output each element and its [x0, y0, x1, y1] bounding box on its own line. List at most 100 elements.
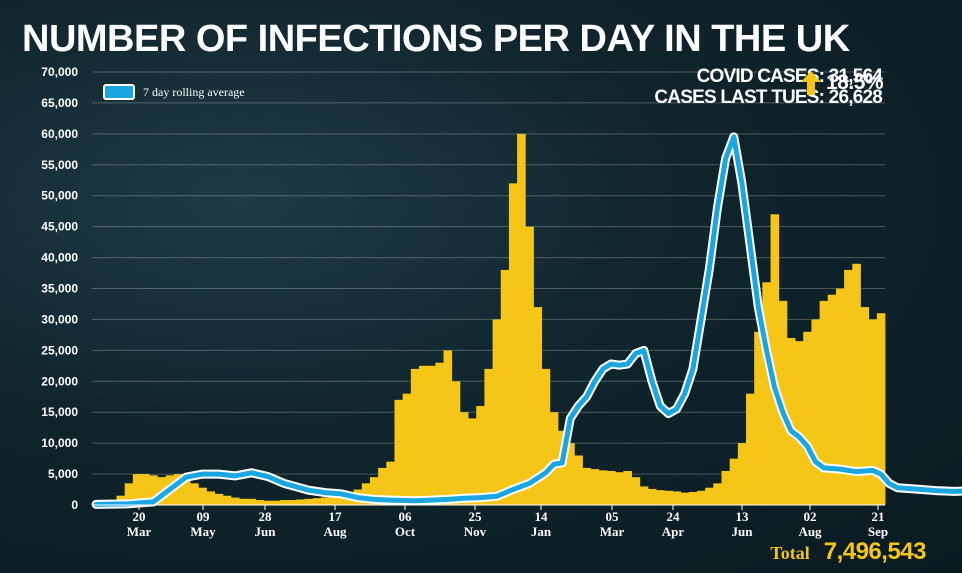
- daily-bar: [656, 490, 665, 505]
- x-tick-month: Jun: [255, 524, 277, 539]
- daily-bar: [337, 496, 346, 505]
- daily-bar: [721, 470, 731, 505]
- x-tick-day: 02: [804, 509, 817, 524]
- x-tick-month: Sep: [868, 524, 888, 539]
- daily-bar: [680, 492, 690, 505]
- daily-bar: [190, 483, 199, 505]
- y-tick-label: 35,000: [41, 282, 78, 296]
- daily-bar: [435, 362, 444, 505]
- x-tick-month: Aug: [798, 524, 822, 539]
- daily-bar: [688, 492, 698, 505]
- daily-bar: [288, 500, 297, 505]
- daily-bar: [517, 133, 526, 506]
- y-tick-label: 25,000: [41, 343, 78, 357]
- y-tick-label: 60,000: [41, 127, 78, 141]
- y-axis: 0 5,000 10,000 15,000 20,000 25,000 30,000 35,0…: [41, 65, 78, 512]
- daily-bar: [811, 319, 820, 505]
- x-tick-day: 13: [736, 509, 750, 524]
- daily-bar: [247, 498, 256, 505]
- total-value: 7,496,543: [823, 538, 927, 565]
- daily-bar: [566, 443, 575, 505]
- cases-last-tues-text: CASES LAST TUES: 26,628: [654, 87, 882, 108]
- daily-bar: [582, 467, 592, 505]
- daily-bar: [835, 288, 845, 505]
- grid-lines: [92, 71, 885, 506]
- daily-bar: [557, 430, 567, 505]
- daily-bar: [312, 498, 322, 505]
- daily-bar: [696, 490, 706, 505]
- daily-bar: [239, 498, 248, 505]
- x-tick-month: Oct: [395, 524, 416, 539]
- daily-bar: [631, 477, 641, 505]
- daily-bar: [803, 331, 812, 505]
- daily-bar: [795, 341, 804, 505]
- daily-bar: [549, 412, 559, 505]
- x-tick-month: Apr: [662, 524, 685, 539]
- daily-bar: [484, 368, 493, 505]
- daily-bar: [713, 483, 722, 505]
- up-arrow-icon: [801, 71, 821, 95]
- daily-bar: [230, 497, 240, 505]
- daily-bar: [124, 483, 134, 505]
- daily-bar: [173, 474, 183, 505]
- daily-bar: [754, 331, 763, 505]
- daily-bar: [369, 477, 379, 505]
- covid-cases-text: COVID CASES: 31,564: [696, 66, 883, 87]
- daily-bar: [607, 470, 616, 505]
- legend: 7 day rolling average: [103, 84, 245, 100]
- rolling-average-line: [91, 132, 962, 509]
- daily-bar: [844, 269, 853, 505]
- daily-bar: [149, 475, 158, 505]
- percent-change: 18.5%: [800, 70, 884, 96]
- daily-bar: [304, 498, 314, 505]
- x-tick-day: 21: [872, 509, 885, 524]
- y-tick-label: 15,000: [41, 405, 78, 419]
- daily-bar: [320, 497, 330, 505]
- daily-bar: [394, 399, 404, 505]
- legend-label: 7 day rolling average: [143, 84, 245, 99]
- y-tick-label: 10,000: [41, 436, 78, 450]
- daily-bar: [623, 470, 632, 505]
- x-tick-day: 17: [329, 509, 343, 524]
- daily-bar: [827, 294, 837, 505]
- daily-bar: [222, 495, 232, 505]
- daily-bar: [263, 500, 273, 505]
- x-tick-day: 20: [133, 509, 146, 524]
- daily-bar: [427, 365, 436, 505]
- daily-bar: [255, 500, 265, 505]
- daily-bar: [574, 455, 583, 505]
- x-tick-month: Jun: [732, 524, 754, 539]
- daily-bar: [770, 214, 780, 505]
- y-tick-label: 50,000: [41, 189, 78, 203]
- x-tick-day: 09: [197, 509, 211, 524]
- daily-bar: [459, 412, 469, 505]
- daily-bar: [819, 300, 829, 505]
- daily-bar: [508, 183, 518, 505]
- daily-bar: [132, 474, 142, 505]
- x-tick-month: Mar: [600, 524, 625, 539]
- daily-bar: [329, 496, 338, 505]
- daily-bar: [386, 461, 395, 505]
- x-tick-day: 06: [399, 509, 413, 524]
- daily-bar: [729, 458, 739, 505]
- daily-bar: [271, 500, 281, 505]
- daily-bar: [378, 467, 387, 505]
- percent-change-value: 18.5%: [826, 71, 884, 94]
- daily-bar: [500, 269, 510, 505]
- x-axis: 20Mar09May28Jun17Aug06Oct25Nov14Jan05Mar…: [92, 504, 888, 539]
- daily-bar: [296, 499, 305, 505]
- x-tick-day: 05: [606, 509, 620, 524]
- y-tick-label: 70,000: [41, 65, 78, 79]
- daily-bar: [746, 393, 755, 505]
- daily-bar: [541, 368, 551, 505]
- x-tick-day: 24: [667, 509, 681, 524]
- legend-swatch: [103, 84, 135, 100]
- daily-bar: [533, 307, 543, 505]
- daily-bar: [647, 488, 657, 505]
- daily-bar: [590, 469, 600, 505]
- daily-bar: [419, 365, 428, 505]
- daily-bar: [860, 307, 870, 505]
- daily-bar: [492, 319, 502, 505]
- y-tick-label: 30,000: [41, 312, 78, 326]
- total-label: Total: [770, 543, 810, 563]
